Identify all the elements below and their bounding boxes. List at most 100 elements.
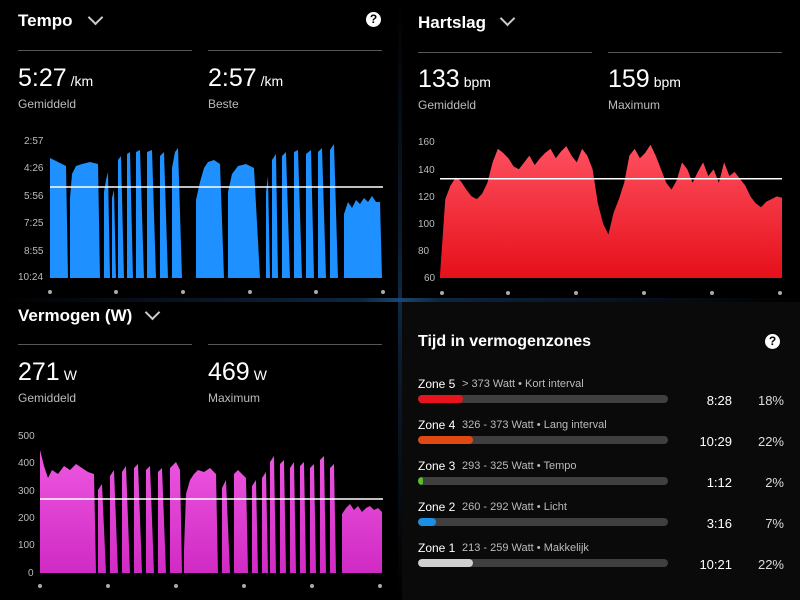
tempo-divider-right xyxy=(208,50,382,51)
power-average-label: Gemiddeld xyxy=(18,391,77,405)
power-y-tick: 200 xyxy=(18,513,35,524)
zone-name: Zone 2 xyxy=(418,500,456,514)
tempo-divider-left xyxy=(18,50,192,51)
tempo-average-label: Gemiddeld xyxy=(18,97,77,111)
heart-rate-max-stat: 159 bpm Maximum xyxy=(608,65,681,112)
tempo-y-tick: 8:55 xyxy=(24,246,44,257)
zone-description: > 373 Watt • Kort interval xyxy=(462,378,584,390)
zone-time: 3:16 xyxy=(706,516,732,531)
zone-percent: 22% xyxy=(757,434,784,449)
zone-time: 10:29 xyxy=(699,434,732,449)
heart-rate-y-tick: 60 xyxy=(424,273,436,284)
zone-row: Zone 5 > 373 Watt • Kort interval 8:28 18% xyxy=(418,377,788,417)
tempo-best-stat: 2:57/km Beste xyxy=(208,64,283,111)
tempo-average-value: 5:27 xyxy=(18,64,67,92)
heart-rate-chart[interactable]: 160 140 120 100 80 60 xyxy=(402,130,800,298)
power-max-label: Maximum xyxy=(208,391,261,405)
tempo-y-tick: 10:24 xyxy=(18,272,43,283)
tempo-title: Tempo xyxy=(18,11,73,30)
power-average-value: 271 xyxy=(18,358,60,386)
heart-rate-max-unit: bpm xyxy=(653,74,681,90)
power-max-unit: W xyxy=(253,367,267,383)
tempo-y-tick: 4:26 xyxy=(24,163,44,174)
tempo-panel: Tempo ? 5:27/km Gemiddeld 2:57/km Beste … xyxy=(0,0,398,298)
power-average-unit: W xyxy=(63,367,77,383)
zone-description: 326 - 373 Watt • Lang interval xyxy=(462,419,607,431)
zone-bar-track xyxy=(418,436,668,444)
power-zones-title: Tijd in vermogenzones xyxy=(418,333,592,350)
power-y-tick: 400 xyxy=(18,458,35,469)
zone-row: Zone 1 213 - 259 Watt • Makkelijk 10:21 22% xyxy=(418,541,788,581)
zone-row: Zone 3 293 - 325 Watt • Tempo 1:12 2% xyxy=(418,459,788,499)
heart-rate-chevron-down-icon[interactable] xyxy=(499,10,516,27)
tempo-best-value: 2:57 xyxy=(208,64,257,92)
zone-bar-fill xyxy=(418,477,423,485)
heart-rate-average-value: 133 xyxy=(418,65,460,93)
zone-row: Zone 4 326 - 373 Watt • Lang interval 10:2… xyxy=(418,418,788,458)
zone-description: 260 - 292 Watt • Licht xyxy=(462,501,567,513)
power-chart[interactable]: 500 400 300 200 100 0 xyxy=(0,428,398,600)
zone-percent: 2% xyxy=(765,475,784,490)
zone-time: 8:28 xyxy=(706,393,732,408)
zone-name: Zone 4 xyxy=(418,418,456,432)
power-x-axis-dots xyxy=(38,584,382,588)
power-divider-left xyxy=(18,344,192,345)
zone-bar-fill xyxy=(418,395,463,403)
heart-rate-x-axis-dots xyxy=(440,291,782,295)
heart-rate-average-stat: 133 bpm Gemiddeld xyxy=(418,65,491,112)
panel-separator-horizontal xyxy=(0,298,800,302)
zone-bar-fill xyxy=(418,559,473,567)
heart-rate-y-tick: 160 xyxy=(418,137,435,148)
zone-percent: 22% xyxy=(757,557,784,572)
tempo-x-axis-dots xyxy=(48,290,385,294)
zone-bar-track xyxy=(418,395,668,403)
zone-bar-fill xyxy=(418,436,473,444)
heart-rate-area xyxy=(440,144,782,278)
heart-rate-average-label: Gemiddeld xyxy=(418,98,477,112)
heart-rate-y-tick: 80 xyxy=(418,246,430,257)
zone-percent: 7% xyxy=(765,516,784,531)
power-panel: Vermogen (W) 271 W Gemiddeld 469 W Maximum… xyxy=(0,302,398,600)
zone-bar-track xyxy=(418,559,668,567)
heart-rate-y-tick: 100 xyxy=(418,219,435,230)
zone-bar-track xyxy=(418,518,668,526)
tempo-area xyxy=(50,144,382,278)
heart-rate-average-unit: bpm xyxy=(463,74,491,90)
power-max-value: 469 xyxy=(208,358,250,386)
power-zones-help-icon[interactable]: ? xyxy=(765,334,780,349)
heart-rate-divider-right xyxy=(608,52,782,53)
zone-name: Zone 3 xyxy=(418,459,456,473)
tempo-best-label: Beste xyxy=(208,97,239,111)
heart-rate-y-tick: 120 xyxy=(418,192,435,203)
power-chevron-down-icon[interactable] xyxy=(144,304,161,321)
power-y-tick: 300 xyxy=(18,486,35,497)
power-area xyxy=(40,450,382,573)
heart-rate-max-value: 159 xyxy=(608,65,650,93)
heart-rate-divider-left xyxy=(418,52,592,53)
zone-description: 213 - 259 Watt • Makkelijk xyxy=(462,542,589,554)
zone-bar-track xyxy=(418,477,668,485)
heart-rate-max-label: Maximum xyxy=(608,98,661,112)
heart-rate-y-tick: 140 xyxy=(418,165,435,176)
power-zones-panel: Tijd in vermogenzones ? Zone 5 > 373 Watt… xyxy=(402,302,800,600)
zone-percent: 18% xyxy=(757,393,784,408)
zone-time: 10:21 xyxy=(699,557,732,572)
tempo-help-icon[interactable]: ? xyxy=(366,12,381,27)
tempo-chart[interactable]: 2:57 4:26 5:56 7:25 8:55 10:24 xyxy=(0,130,398,298)
zone-time: 1:12 xyxy=(706,475,732,490)
heart-rate-panel: Hartslag 133 bpm Gemiddeld 159 bpm Maximum… xyxy=(402,0,800,298)
zone-row: Zone 2 260 - 292 Watt • Licht 3:16 7% xyxy=(418,500,788,540)
tempo-average-unit: /km xyxy=(70,73,94,89)
tempo-best-unit: /km xyxy=(260,73,284,89)
power-y-tick: 0 xyxy=(28,568,34,579)
tempo-y-tick: 7:25 xyxy=(24,218,44,229)
zone-name: Zone 5 xyxy=(418,377,456,391)
tempo-y-tick: 5:56 xyxy=(24,191,44,202)
tempo-y-tick: 2:57 xyxy=(24,136,44,147)
power-title: Vermogen (W) xyxy=(18,306,133,325)
power-max-stat: 469 W Maximum xyxy=(208,358,267,405)
heart-rate-title: Hartslag xyxy=(418,13,487,32)
zone-name: Zone 1 xyxy=(418,541,456,555)
power-divider-right xyxy=(208,344,382,345)
tempo-chevron-down-icon[interactable] xyxy=(87,9,104,26)
